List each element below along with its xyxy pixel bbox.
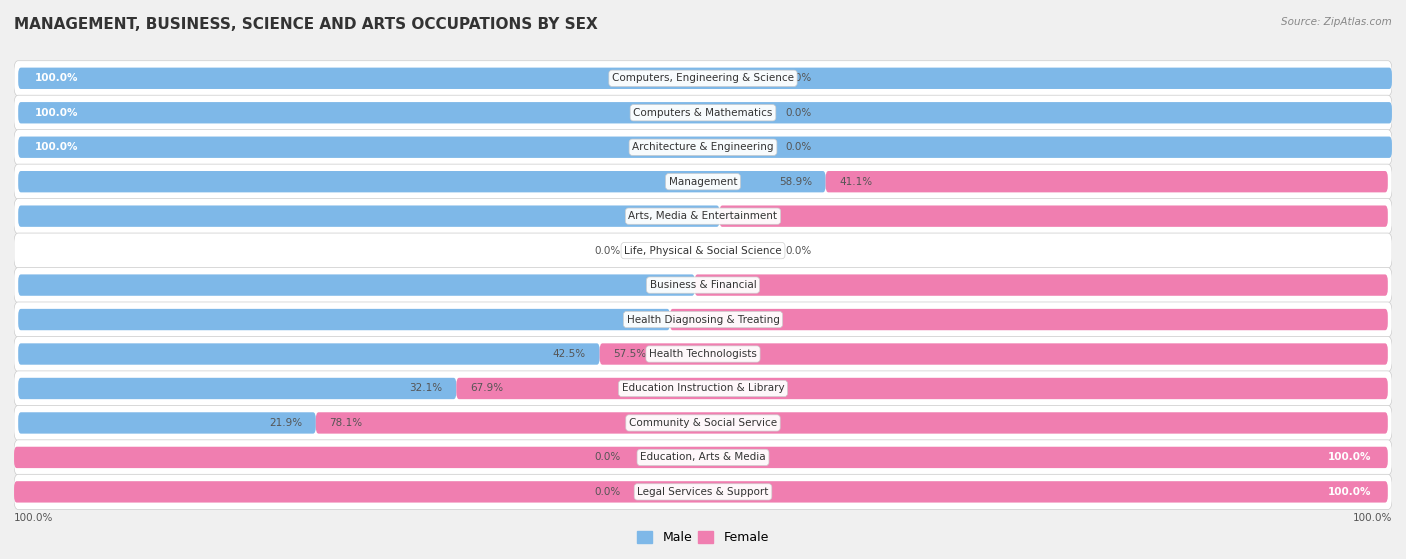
Text: 100.0%: 100.0% bbox=[35, 142, 79, 152]
Text: Legal Services & Support: Legal Services & Support bbox=[637, 487, 769, 497]
Text: Education Instruction & Library: Education Instruction & Library bbox=[621, 383, 785, 394]
Text: Management: Management bbox=[669, 177, 737, 187]
FancyBboxPatch shape bbox=[14, 198, 1392, 234]
Text: 42.5%: 42.5% bbox=[553, 349, 586, 359]
Text: Source: ZipAtlas.com: Source: ZipAtlas.com bbox=[1281, 17, 1392, 27]
Text: 21.9%: 21.9% bbox=[269, 418, 302, 428]
FancyBboxPatch shape bbox=[18, 136, 1392, 158]
Text: Health Diagnosing & Treating: Health Diagnosing & Treating bbox=[627, 315, 779, 325]
FancyBboxPatch shape bbox=[18, 378, 457, 399]
FancyBboxPatch shape bbox=[457, 378, 1388, 399]
FancyBboxPatch shape bbox=[14, 61, 1392, 96]
FancyBboxPatch shape bbox=[14, 405, 1392, 440]
FancyBboxPatch shape bbox=[14, 337, 1392, 372]
Text: Business & Financial: Business & Financial bbox=[650, 280, 756, 290]
Text: 0.0%: 0.0% bbox=[786, 142, 811, 152]
Text: Architecture & Engineering: Architecture & Engineering bbox=[633, 142, 773, 152]
FancyBboxPatch shape bbox=[18, 309, 669, 330]
Text: 78.1%: 78.1% bbox=[329, 418, 363, 428]
Text: 100.0%: 100.0% bbox=[1327, 487, 1371, 497]
FancyBboxPatch shape bbox=[14, 474, 1392, 509]
Text: Community & Social Service: Community & Social Service bbox=[628, 418, 778, 428]
Text: MANAGEMENT, BUSINESS, SCIENCE AND ARTS OCCUPATIONS BY SEX: MANAGEMENT, BUSINESS, SCIENCE AND ARTS O… bbox=[14, 17, 598, 32]
Text: 100.0%: 100.0% bbox=[1327, 452, 1371, 462]
Text: 52.4%: 52.4% bbox=[683, 315, 717, 325]
Legend: Male, Female: Male, Female bbox=[633, 526, 773, 549]
FancyBboxPatch shape bbox=[18, 68, 1392, 89]
Text: 100.0%: 100.0% bbox=[14, 513, 53, 523]
FancyBboxPatch shape bbox=[14, 440, 1392, 475]
FancyBboxPatch shape bbox=[18, 343, 599, 364]
Text: 100.0%: 100.0% bbox=[35, 73, 79, 83]
FancyBboxPatch shape bbox=[669, 309, 1388, 330]
FancyBboxPatch shape bbox=[825, 171, 1388, 192]
FancyBboxPatch shape bbox=[18, 206, 720, 227]
FancyBboxPatch shape bbox=[14, 268, 1392, 302]
Text: 50.6%: 50.6% bbox=[709, 280, 741, 290]
Text: Computers, Engineering & Science: Computers, Engineering & Science bbox=[612, 73, 794, 83]
FancyBboxPatch shape bbox=[720, 206, 1388, 227]
Text: 100.0%: 100.0% bbox=[1353, 513, 1392, 523]
FancyBboxPatch shape bbox=[18, 413, 316, 434]
FancyBboxPatch shape bbox=[18, 171, 825, 192]
FancyBboxPatch shape bbox=[599, 343, 1388, 364]
FancyBboxPatch shape bbox=[14, 447, 1388, 468]
FancyBboxPatch shape bbox=[18, 274, 695, 296]
FancyBboxPatch shape bbox=[14, 481, 1388, 503]
FancyBboxPatch shape bbox=[14, 164, 1392, 199]
Text: Computers & Mathematics: Computers & Mathematics bbox=[633, 108, 773, 118]
FancyBboxPatch shape bbox=[14, 302, 1392, 337]
Text: 41.1%: 41.1% bbox=[839, 177, 873, 187]
FancyBboxPatch shape bbox=[695, 274, 1388, 296]
FancyBboxPatch shape bbox=[316, 413, 1388, 434]
Text: 67.9%: 67.9% bbox=[470, 383, 503, 394]
Text: 48.8%: 48.8% bbox=[734, 211, 766, 221]
FancyBboxPatch shape bbox=[14, 130, 1392, 165]
Text: 0.0%: 0.0% bbox=[595, 487, 620, 497]
Text: 100.0%: 100.0% bbox=[35, 108, 79, 118]
FancyBboxPatch shape bbox=[14, 95, 1392, 130]
Text: 57.5%: 57.5% bbox=[613, 349, 647, 359]
Text: 32.1%: 32.1% bbox=[409, 383, 443, 394]
FancyBboxPatch shape bbox=[14, 233, 1392, 268]
Text: 0.0%: 0.0% bbox=[595, 452, 620, 462]
Text: Life, Physical & Social Science: Life, Physical & Social Science bbox=[624, 245, 782, 255]
Text: Arts, Media & Entertainment: Arts, Media & Entertainment bbox=[628, 211, 778, 221]
Text: 51.2%: 51.2% bbox=[672, 211, 706, 221]
FancyBboxPatch shape bbox=[14, 371, 1392, 406]
Text: 58.9%: 58.9% bbox=[779, 177, 811, 187]
Text: 0.0%: 0.0% bbox=[786, 108, 811, 118]
Text: 47.6%: 47.6% bbox=[623, 315, 657, 325]
Text: 0.0%: 0.0% bbox=[786, 245, 811, 255]
Text: 49.4%: 49.4% bbox=[648, 280, 681, 290]
Text: Education, Arts & Media: Education, Arts & Media bbox=[640, 452, 766, 462]
FancyBboxPatch shape bbox=[18, 102, 1392, 124]
Text: Health Technologists: Health Technologists bbox=[650, 349, 756, 359]
Text: 0.0%: 0.0% bbox=[786, 73, 811, 83]
Text: 0.0%: 0.0% bbox=[595, 245, 620, 255]
